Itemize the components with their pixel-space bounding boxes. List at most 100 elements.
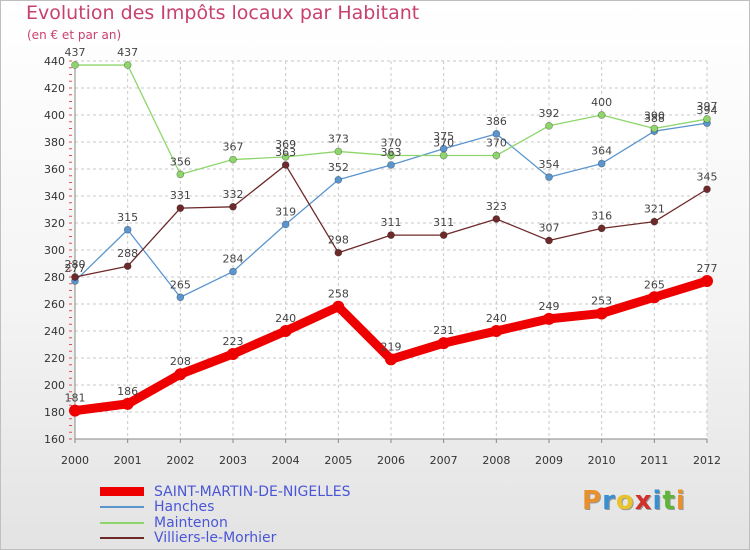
data-label: 367	[223, 141, 244, 154]
y-tick-label: 440	[44, 55, 65, 68]
logo-letter: P	[582, 486, 603, 516]
y-tick-label: 340	[44, 190, 65, 203]
data-label: 181	[65, 392, 86, 405]
data-point	[492, 151, 501, 160]
x-tick-label: 2012	[693, 454, 721, 467]
data-label: 223	[223, 335, 244, 348]
data-point	[123, 225, 132, 234]
data-point	[281, 220, 290, 229]
data-point	[279, 325, 292, 337]
x-tick-label: 2000	[61, 454, 89, 467]
data-point	[334, 147, 343, 156]
data-label: 345	[697, 170, 718, 183]
data-label: 386	[486, 115, 507, 128]
data-label: 364	[591, 145, 612, 158]
chart-subtitle: (en € et par an)	[27, 28, 122, 42]
logo-letter: t	[662, 486, 676, 516]
data-point	[490, 325, 503, 337]
data-label: 208	[170, 355, 191, 368]
data-label: 311	[381, 216, 402, 229]
x-tick-label: 2010	[588, 454, 616, 467]
data-label: 356	[170, 155, 191, 168]
y-tick-label: 200	[44, 379, 65, 392]
data-label: 363	[275, 146, 296, 159]
y-tick-label: 380	[44, 136, 65, 149]
data-label: 319	[275, 205, 296, 218]
data-label: 390	[644, 110, 665, 123]
x-tick-label: 2009	[535, 454, 563, 467]
data-label: 186	[117, 385, 138, 398]
x-tick-label: 2004	[272, 454, 300, 467]
data-point	[123, 61, 132, 69]
data-label: 352	[328, 161, 349, 174]
data-point	[437, 337, 450, 350]
data-point	[281, 153, 290, 161]
data-label: 284	[223, 253, 244, 266]
data-point	[176, 204, 185, 212]
data-point	[545, 236, 553, 245]
data-label: 277	[697, 262, 718, 275]
data-label: 315	[117, 211, 138, 224]
data-label: 370	[486, 137, 507, 150]
legend-label: Villiers-le-Morhier	[154, 530, 277, 547]
data-label: 375	[433, 130, 454, 143]
data-point	[492, 215, 501, 223]
data-point	[229, 202, 237, 211]
data-label: 240	[275, 312, 296, 325]
series	[69, 61, 713, 417]
legend: SAINT-MARTIN-DE-NIGELLES Hanches Maintenon…	[100, 484, 351, 546]
data-point	[121, 397, 134, 410]
legend-item: Maintenon	[100, 515, 351, 531]
y-tick-label: 240	[44, 325, 65, 338]
x-tick-label: 2007	[430, 454, 458, 467]
legend-label: SAINT-MARTIN-DE-NIGELLES	[154, 483, 351, 500]
data-point	[545, 173, 553, 181]
x-tick-label: 2003	[219, 454, 247, 467]
data-point	[334, 175, 343, 184]
data-point	[176, 170, 185, 179]
data-point	[281, 161, 290, 169]
data-label: 253	[591, 294, 612, 307]
logo-letter: i	[675, 486, 686, 516]
data-point	[334, 248, 343, 257]
data-point	[229, 155, 237, 164]
data-label: 437	[65, 46, 86, 59]
data-point	[545, 121, 553, 130]
x-tick-label: 2002	[166, 454, 194, 467]
logo-letter: i	[652, 486, 663, 516]
data-point	[71, 61, 79, 69]
data-label: 265	[170, 278, 191, 291]
data-label: 240	[486, 312, 507, 325]
y-tick-label: 280	[44, 271, 65, 284]
legend-swatch	[100, 506, 144, 509]
data-point	[648, 291, 661, 304]
chart-title: Evolution des Impôts locaux par Habitant	[26, 2, 420, 24]
data-point	[227, 347, 239, 360]
x-tick-label: 2008	[482, 454, 510, 467]
data-label: 323	[486, 200, 507, 213]
data-label: 265	[644, 278, 665, 291]
data-label: 437	[117, 46, 138, 59]
legend-item: SAINT-MARTIN-DE-NIGELLES	[100, 484, 351, 500]
y-tick-label: 260	[44, 298, 65, 311]
data-label: 354	[539, 158, 560, 171]
data-label: 288	[117, 247, 138, 260]
data-point	[439, 151, 448, 160]
data-point	[439, 231, 448, 239]
data-label: 307	[539, 222, 560, 235]
data-point	[703, 185, 711, 194]
data-label: 369	[275, 138, 296, 151]
data-label: 277	[65, 262, 86, 275]
data-point	[387, 151, 395, 160]
legend-item: Villiers-le-Morhier	[100, 530, 351, 547]
data-point	[595, 307, 608, 320]
data-point	[71, 273, 79, 281]
logo-letter: x	[634, 486, 653, 516]
data-point	[543, 312, 555, 325]
legend-label: Maintenon	[154, 514, 228, 531]
y-tick-label: 300	[44, 244, 65, 257]
y-tick-label: 420	[44, 82, 65, 95]
data-label: 370	[381, 137, 402, 150]
data-label: 373	[328, 132, 349, 145]
